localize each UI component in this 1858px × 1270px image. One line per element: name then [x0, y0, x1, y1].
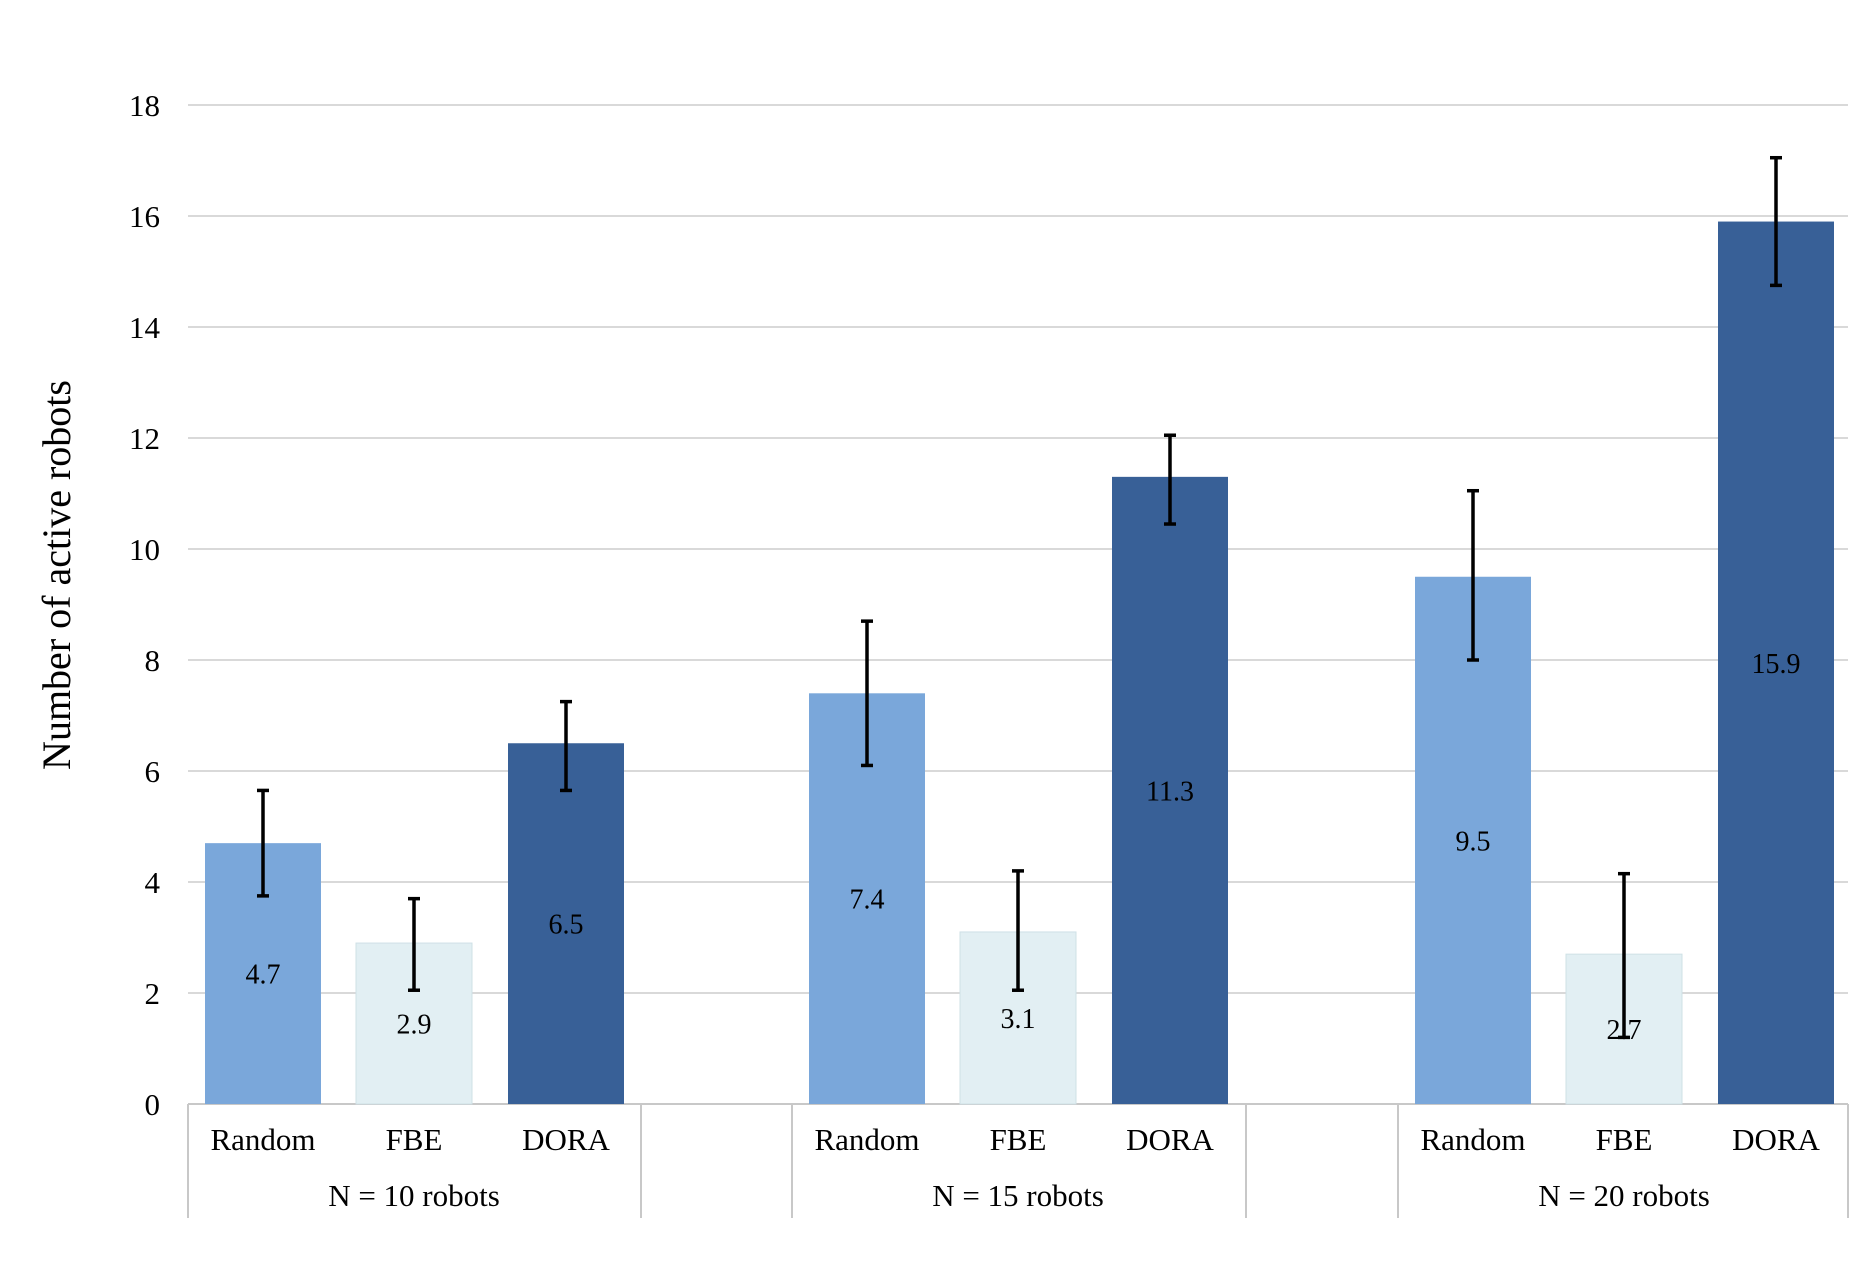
category-label: Random [210, 1122, 315, 1157]
category-label: DORA [1126, 1122, 1214, 1157]
data-label: 2.7 [1607, 1015, 1642, 1046]
y-tick-label: 10 [129, 532, 160, 567]
group-label: N = 15 robots [932, 1178, 1104, 1213]
bar-dora [508, 743, 624, 1104]
data-label: 15.9 [1752, 649, 1801, 680]
category-label: DORA [522, 1122, 610, 1157]
data-labels: 4.7 2.9 6.5 7.4 3.1 11.3 9.5 2.7 15.9 [246, 649, 1801, 1046]
category-label: Random [1420, 1122, 1525, 1157]
group-label: N = 10 robots [328, 1178, 500, 1213]
group-label: N = 20 robots [1538, 1178, 1710, 1213]
y-tick-label: 6 [145, 754, 161, 789]
y-axis-ticks: 0 2 4 6 8 10 12 14 16 18 [129, 88, 161, 1122]
y-tick-label: 8 [145, 643, 161, 678]
category-label: FBE [990, 1122, 1047, 1157]
data-label: 7.4 [850, 885, 885, 916]
error-bars [257, 155, 1782, 1040]
bar-dora [1112, 476, 1228, 1105]
data-label: 11.3 [1146, 776, 1194, 807]
data-label: 9.5 [1456, 826, 1491, 857]
data-label: 2.9 [397, 1010, 432, 1041]
y-tick-label: 18 [129, 88, 160, 123]
y-tick-label: 2 [145, 976, 161, 1011]
data-label: 6.5 [549, 910, 584, 941]
y-tick-label: 4 [145, 865, 161, 900]
bar-dora [1718, 221, 1834, 1105]
x-axis: Random FBE DORA N = 10 robots Random FBE DORA N… [187, 1104, 1849, 1218]
category-label: Random [814, 1122, 919, 1157]
category-label: DORA [1732, 1122, 1820, 1157]
category-label: FBE [386, 1122, 443, 1157]
y-tick-label: 0 [145, 1087, 161, 1122]
y-tick-label: 16 [129, 199, 160, 234]
data-label: 4.7 [246, 960, 281, 991]
category-label: FBE [1596, 1122, 1653, 1157]
y-tick-label: 14 [129, 310, 161, 345]
y-tick-label: 12 [129, 421, 160, 456]
y-axis-title: Number of active robots [34, 380, 79, 770]
bar-random [1415, 576, 1531, 1104]
data-label: 3.1 [1001, 1004, 1036, 1035]
